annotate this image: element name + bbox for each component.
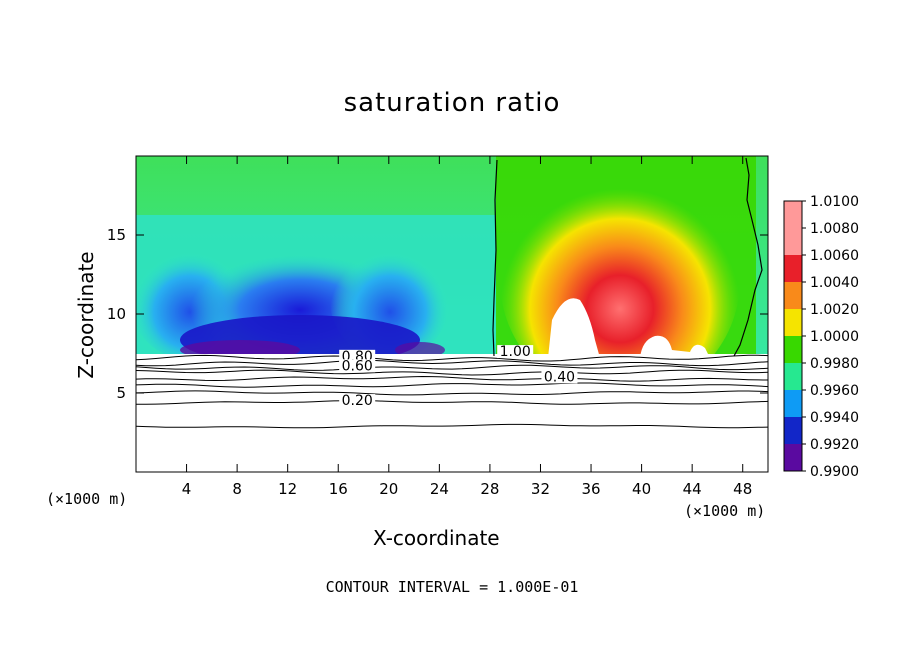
colorbar-label: 0.9920 xyxy=(810,437,859,453)
colorbar-segment xyxy=(784,282,802,310)
colorbar-label: 1.0040 xyxy=(810,275,859,291)
contour-label-bg xyxy=(497,345,534,359)
contour-label: 1.00 xyxy=(500,344,531,360)
colorbar-segment xyxy=(784,201,802,229)
colorbar-segment xyxy=(784,417,802,445)
contour-interval-note: CONTOUR INTERVAL = 1.000E-01 xyxy=(325,578,579,596)
colorbar-segment xyxy=(784,309,802,337)
x-tick-label: 32 xyxy=(531,480,550,498)
x-tick-label: 44 xyxy=(683,480,702,498)
x-tick-label: 24 xyxy=(430,480,449,498)
contour-line xyxy=(135,423,769,429)
contour-label: 0.60 xyxy=(342,358,373,374)
y-ticks: 5 10 15 xyxy=(107,226,768,402)
contour-line xyxy=(135,354,769,362)
x-tick-label: 48 xyxy=(733,480,752,498)
y-tick-label: 15 xyxy=(107,226,126,244)
x-tick-label: 8 xyxy=(232,480,242,498)
colorbar-label: 1.0080 xyxy=(810,221,859,237)
contour-line xyxy=(135,369,769,376)
contour-line xyxy=(136,399,769,405)
x-tick-label: 40 xyxy=(632,480,651,498)
colorbar-label: 0.9980 xyxy=(810,356,859,372)
x-tick-label: 28 xyxy=(480,480,499,498)
contour-line xyxy=(135,382,769,388)
contour-label: 0.40 xyxy=(544,369,575,385)
colorbar-segment xyxy=(784,390,802,418)
contour-line xyxy=(135,375,769,382)
contour-line xyxy=(135,390,769,396)
colorbar-label: 0.9960 xyxy=(810,383,859,399)
contour-label-bg xyxy=(339,359,376,373)
contour-line-1.00-right xyxy=(733,157,763,357)
below-cloud-base-region xyxy=(136,358,768,472)
chart-title: saturation ratio xyxy=(343,88,561,118)
contour-label-bg xyxy=(541,370,578,384)
contour-line-1.00-left xyxy=(492,159,498,357)
contour-lines xyxy=(135,354,769,429)
contour-labels: 0.800.600.400.201.00 xyxy=(339,344,578,409)
contour-label-bg xyxy=(339,394,376,408)
x-unit-label-right: (×1000 m) xyxy=(684,502,766,520)
x-tick-label: 20 xyxy=(379,480,398,498)
x-tick-label: 36 xyxy=(581,480,600,498)
colorbar-label: 1.0000 xyxy=(810,329,859,345)
contour-label: 0.20 xyxy=(342,393,373,409)
colorbar-segment xyxy=(784,444,802,472)
x-tick-label: 12 xyxy=(278,480,297,498)
colorbar-label: 0.9900 xyxy=(810,464,859,480)
colorbar: 1.0100 1.0080 1.0060 1.0040 1.0020 1.0000 0.99… xyxy=(783,194,859,480)
colorbar-label: 1.0100 xyxy=(810,194,859,210)
x-tick-label: 16 xyxy=(329,480,348,498)
x-ticks: 4 8 12 16 20 24 28 32 36 40 44 48 xyxy=(182,156,752,498)
colorbar-label: 0.9940 xyxy=(810,410,859,426)
y-tick-label: 10 xyxy=(107,305,126,323)
colorbar-segment xyxy=(784,255,802,283)
saturation-field xyxy=(136,156,768,358)
x-unit-label-left: (×1000 m) xyxy=(46,490,128,508)
colorbar-segment xyxy=(784,363,802,391)
contour-line xyxy=(135,364,769,371)
colorbar-segment xyxy=(784,228,802,256)
y-tick-label: 5 xyxy=(116,384,126,402)
colorbar-label: 1.0020 xyxy=(810,302,859,318)
x-axis-label: X-coordinate xyxy=(373,526,500,550)
x-tick-label: 4 xyxy=(182,480,192,498)
colorbar-segment xyxy=(784,336,802,364)
contour-line xyxy=(135,359,769,367)
colorbar-label: 1.0060 xyxy=(810,248,859,264)
